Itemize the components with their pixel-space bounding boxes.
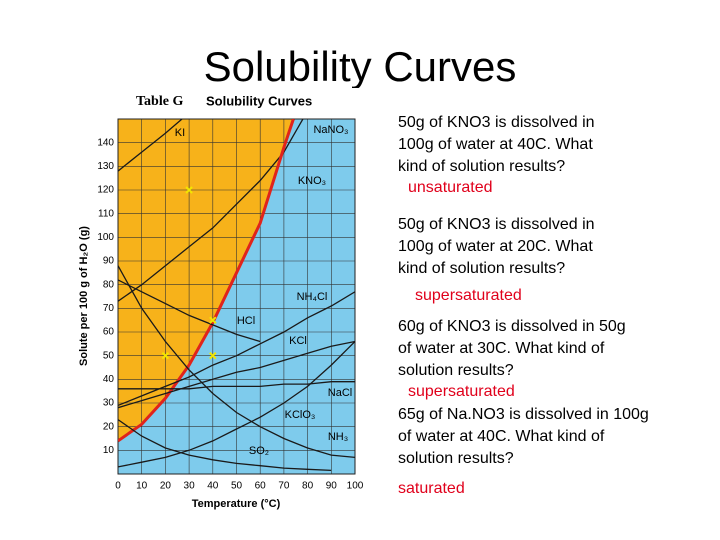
question-line: of water at 30C. What kind of — [398, 340, 605, 357]
question-line: 65g of Na.NO3 is dissolved in 100g — [398, 406, 649, 423]
curve — [118, 419, 332, 472]
answer: supersaturated — [415, 287, 522, 304]
x-tick-label: 70 — [278, 481, 290, 492]
curve-label: NH₄Cl — [297, 291, 328, 303]
curve — [118, 381, 355, 390]
chart-subtitle: Solubility Curves — [206, 93, 312, 108]
y-tick-label: 30 — [103, 398, 115, 409]
question-line: kind of solution results? — [398, 158, 565, 175]
slide-title: Solubility Curves — [204, 43, 517, 90]
curve-label: NaNO₃ — [313, 124, 348, 136]
y-tick-label: 40 — [103, 374, 115, 385]
x-tick-label: 90 — [326, 481, 338, 492]
y-tick-label: 110 — [98, 208, 114, 219]
y-tick-label: 70 — [103, 303, 115, 314]
chart-title: Table G — [136, 94, 183, 109]
question-line: solution results? — [398, 362, 514, 379]
curve-label: SO₂ — [249, 445, 269, 457]
curve — [118, 340, 355, 409]
x-tick-label: 80 — [302, 481, 314, 492]
curve-label: KNO₃ — [298, 175, 326, 187]
y-tick-label: 60 — [103, 327, 115, 338]
y-tick-label: 140 — [97, 137, 114, 148]
x-tick-label: 0 — [115, 481, 121, 492]
question-line: of water at 40C. What kind of — [398, 428, 605, 445]
y-tick-label: 50 — [103, 350, 115, 361]
plot-border — [117, 118, 356, 475]
x-tick-label: 50 — [231, 481, 243, 492]
point-marker — [185, 186, 193, 194]
curve — [118, 279, 261, 343]
answer: saturated — [398, 480, 465, 497]
question-line: 50g of KNO3 is dissolved in — [398, 114, 595, 131]
question-line: 100g of water at 40C. What — [398, 136, 593, 153]
y-tick-label: 90 — [103, 256, 115, 267]
y-tick-label: 120 — [97, 185, 114, 196]
answer: unsaturated — [408, 179, 493, 196]
question-line: kind of solution results? — [398, 260, 565, 277]
y-axis-label: Solute per 100 g of H₂O (g) — [78, 226, 90, 366]
answer: supersaturated — [408, 383, 515, 400]
curve — [118, 119, 183, 172]
curve-label: KClO₃ — [285, 409, 316, 421]
x-tick-label: 20 — [160, 481, 172, 492]
x-tick-label: 60 — [255, 481, 267, 492]
x-tick-label: 40 — [207, 481, 219, 492]
question-line: 100g of water at 20C. What — [398, 238, 593, 255]
curve-label: HCl — [237, 315, 255, 327]
question-line: solution results? — [398, 450, 514, 467]
y-tick-label: 10 — [103, 445, 115, 456]
question-line: 50g of KNO3 is dissolved in — [398, 216, 595, 233]
y-tick-label: 80 — [103, 279, 115, 290]
curve — [118, 291, 355, 407]
point-marker — [209, 351, 217, 360]
x-tick-label: 30 — [184, 481, 196, 492]
question-line: 60g of KNO3 is dissolved in 50g — [398, 318, 626, 335]
curve — [118, 265, 355, 459]
supersaturated-region — [118, 119, 294, 441]
point-marker — [161, 351, 170, 360]
curve-label: NH₃ — [328, 431, 348, 443]
point-marker — [209, 316, 217, 324]
x-tick-label: 100 — [347, 481, 364, 492]
curve-label: KI — [175, 127, 185, 139]
y-tick-label: 130 — [97, 161, 114, 172]
curve — [118, 119, 304, 302]
x-tick-label: 10 — [136, 481, 148, 492]
y-tick-label: 100 — [97, 232, 114, 243]
curve — [118, 119, 295, 443]
curve-label: NaCl — [328, 387, 352, 399]
x-axis-label: Temperature (°C) — [192, 498, 281, 510]
y-tick-label: 20 — [103, 421, 115, 432]
curve-label: KCl — [289, 335, 307, 347]
curve — [118, 341, 355, 468]
